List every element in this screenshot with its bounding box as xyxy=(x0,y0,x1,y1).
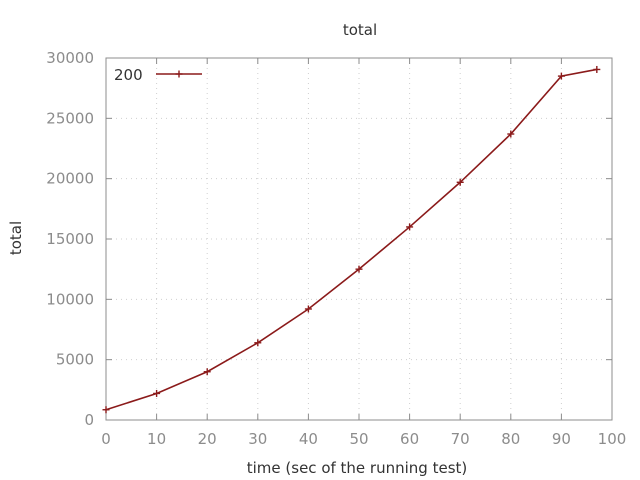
series-layer xyxy=(102,65,601,414)
data-point xyxy=(102,406,110,414)
legend: 200 xyxy=(114,66,202,84)
data-point xyxy=(593,65,601,73)
y-tick-label: 5000 xyxy=(56,351,94,369)
x-axis-title: time (sec of the running test) xyxy=(247,459,468,477)
y-tick-label: 30000 xyxy=(46,49,94,67)
data-point xyxy=(304,305,312,313)
data-point xyxy=(355,265,363,273)
data-point xyxy=(203,368,211,376)
series-line xyxy=(105,68,597,411)
x-tick-label: 60 xyxy=(400,430,419,448)
x-tick-label: 10 xyxy=(147,430,166,448)
data-point xyxy=(557,72,565,80)
axis-tick-labels: 0 10 20 30 40 50 60 70 80 90 100 0 5000 10000 15000 200… xyxy=(46,49,626,448)
y-tick-label: 20000 xyxy=(46,170,94,188)
x-tick-label: 80 xyxy=(501,430,520,448)
data-point xyxy=(507,130,515,138)
data-point xyxy=(406,223,414,231)
x-tick-label: 100 xyxy=(598,430,627,448)
y-tick-label: 0 xyxy=(84,411,94,429)
y-axis-title: total xyxy=(7,221,25,255)
axis-ticks xyxy=(105,57,613,421)
data-point xyxy=(254,339,262,347)
grid xyxy=(105,57,613,421)
y-tick-label: 10000 xyxy=(46,290,94,308)
y-tick-label: 15000 xyxy=(46,230,94,248)
x-tick-label: 70 xyxy=(451,430,470,448)
data-point xyxy=(153,389,161,397)
data-point xyxy=(456,178,464,186)
y-tick-label: 25000 xyxy=(46,109,94,127)
x-tick-label: 0 xyxy=(101,430,111,448)
x-tick-label: 50 xyxy=(349,430,368,448)
chart-title: total xyxy=(343,21,377,39)
x-tick-label: 40 xyxy=(299,430,318,448)
x-tick-label: 30 xyxy=(248,430,267,448)
x-tick-label: 90 xyxy=(552,430,571,448)
x-tick-label: 20 xyxy=(198,430,217,448)
legend-label: 200 xyxy=(114,66,143,84)
